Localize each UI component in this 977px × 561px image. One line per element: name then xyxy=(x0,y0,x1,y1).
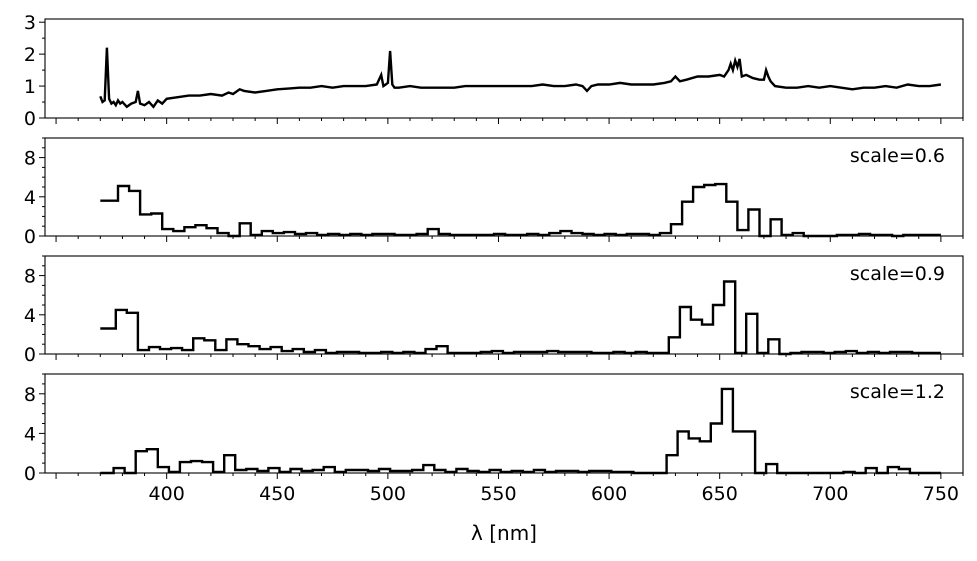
panel-top: 0 1 2 3 xyxy=(24,12,964,130)
series-line-1 xyxy=(100,182,941,238)
panel-annotation: scale=0.6 xyxy=(850,145,945,167)
panel-scale-0.6: 0 4 8 scale=0.6 xyxy=(24,137,964,248)
series-line-1 xyxy=(99,47,942,109)
x-axis-label: λ [nm] xyxy=(471,521,537,545)
axes-frame xyxy=(44,137,964,237)
x-tick-label: 700 xyxy=(812,483,848,505)
panel-annotation: scale=1.2 xyxy=(850,381,945,403)
x-tick-label: 750 xyxy=(923,483,959,505)
y-tick-label: 1 xyxy=(24,76,36,98)
axes-frame xyxy=(44,18,964,119)
y-tick-label: 0 xyxy=(24,344,36,366)
panel-scale-0.9: 0 4 8 scale=0.9 xyxy=(24,255,964,366)
y-tick-label: 4 xyxy=(24,423,36,445)
y-tick-label: 8 xyxy=(24,266,36,288)
y-tick-label: 8 xyxy=(24,384,36,406)
y-tick-label: 4 xyxy=(24,305,36,327)
x-tick-label: 600 xyxy=(591,483,627,505)
panel-annotation: scale=0.9 xyxy=(850,263,945,285)
axes-frame xyxy=(44,373,964,474)
panel-scale-1.2: 0 4 8 400 450 500 550 600 650 700 750 scale=1.2 xyxy=(24,373,964,505)
x-tick-label: 650 xyxy=(702,483,738,505)
x-tick-label: 450 xyxy=(259,483,295,505)
y-tick-label: 3 xyxy=(24,12,36,34)
y-tick-label: 8 xyxy=(24,148,36,170)
y-tick-label: 0 xyxy=(24,108,36,130)
y-tick-label: 0 xyxy=(24,226,36,248)
y-tick-label: 4 xyxy=(24,187,36,209)
y-tick-label: 0 xyxy=(24,463,36,485)
x-tick-label: 500 xyxy=(370,483,406,505)
x-tick-label: 400 xyxy=(149,483,185,505)
y-tick-label: 2 xyxy=(24,44,36,66)
x-tick-label: 550 xyxy=(480,483,516,505)
series-line-1 xyxy=(100,280,941,356)
series-line-1 xyxy=(100,387,941,475)
axes-frame xyxy=(44,255,964,355)
